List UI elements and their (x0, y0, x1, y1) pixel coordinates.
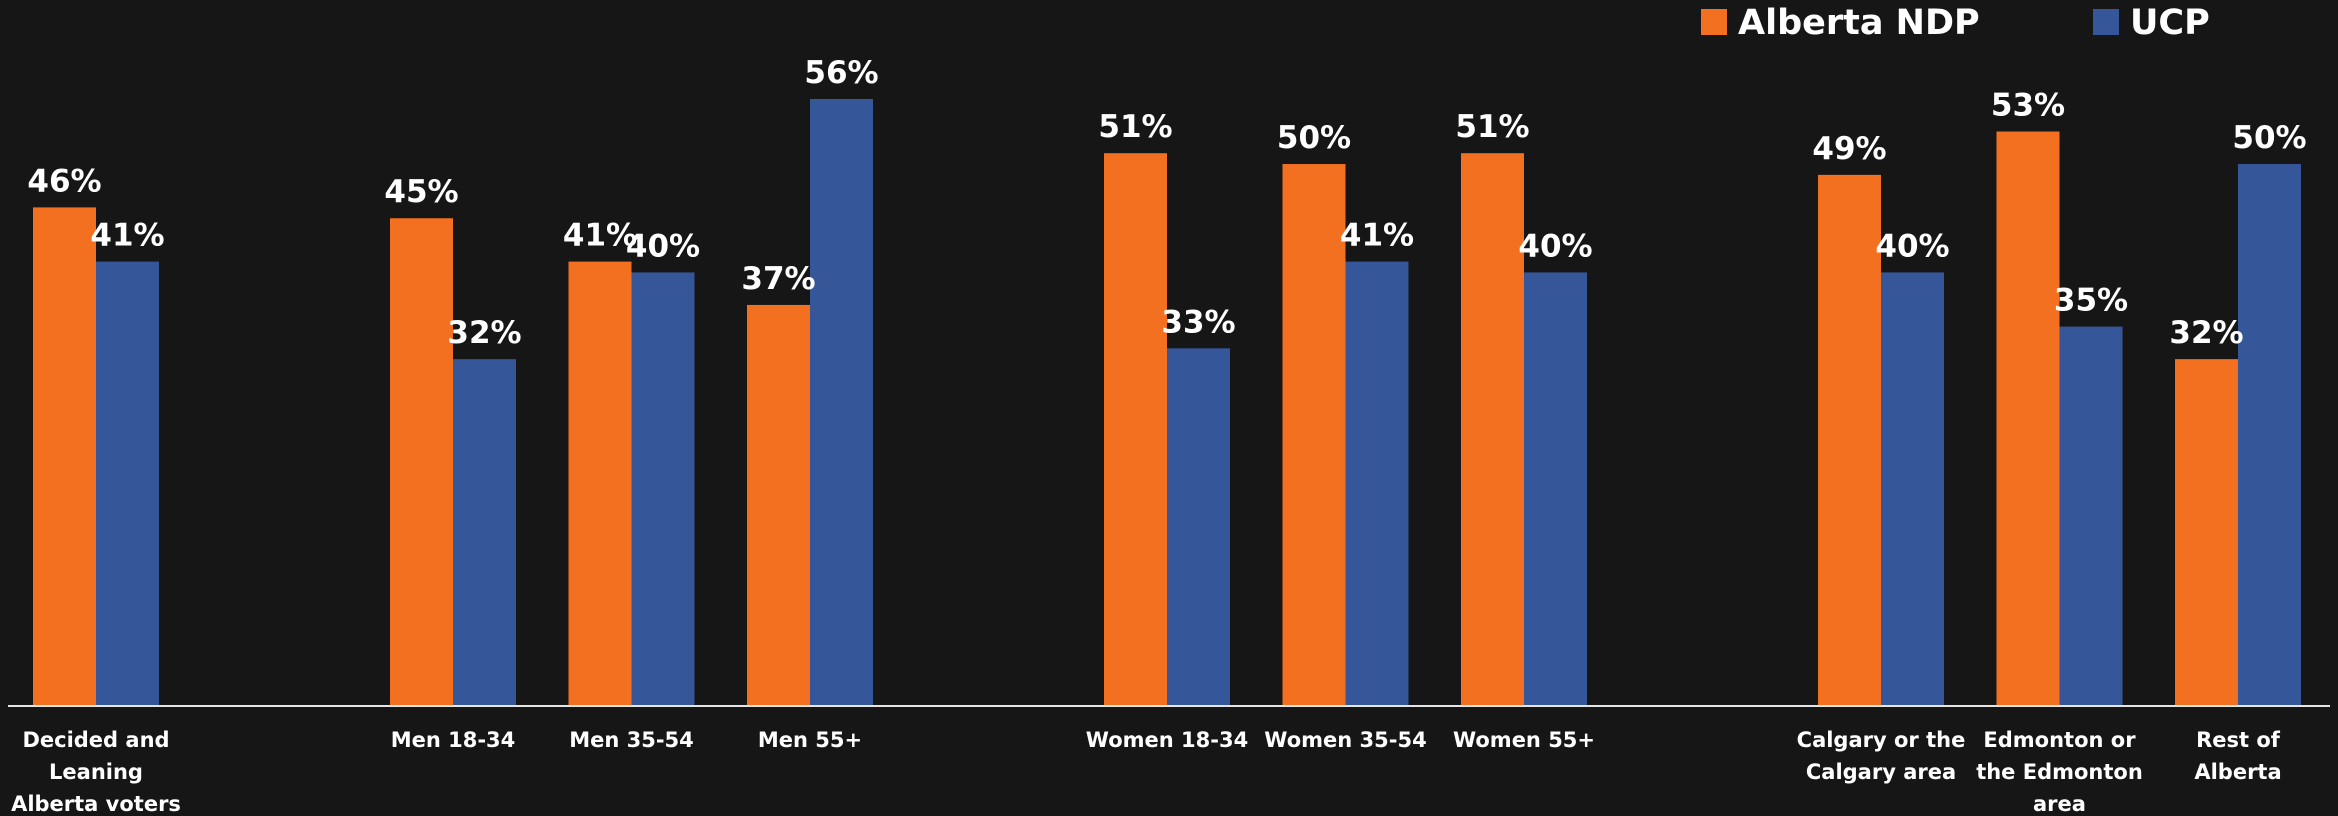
bar-alberta-ndp (33, 207, 96, 706)
bar-alberta-ndp (1104, 153, 1167, 707)
legend-label-alberta-ndp: Alberta NDP (1738, 3, 1980, 43)
bar-ucp (1524, 272, 1587, 706)
category-label: Men 55+ (758, 728, 862, 752)
bar-alberta-ndp (1461, 153, 1524, 707)
value-label-alberta-ndp: 51% (1455, 109, 1529, 145)
value-label-ucp: 50% (2232, 120, 2306, 156)
bar-alberta-ndp (390, 218, 453, 706)
bar-ucp (1345, 261, 1409, 706)
value-label-ucp: 40% (1875, 228, 1949, 264)
legend-label-ucp: UCP (2130, 3, 2210, 43)
bar-alberta-ndp (1282, 164, 1346, 707)
value-label-ucp: 40% (626, 228, 700, 264)
category-label: Rest of Alberta (2194, 728, 2281, 784)
bar-ucp (1167, 348, 1230, 706)
value-label-ucp: 41% (90, 218, 164, 254)
bar-ucp (810, 99, 873, 706)
bar-ucp (96, 261, 159, 706)
value-label-alberta-ndp: 32% (2169, 315, 2243, 351)
value-label-ucp: 32% (447, 315, 521, 351)
bar-ucp (2238, 164, 2301, 707)
category-label: Women 18-34 (1086, 728, 1248, 752)
value-label-alberta-ndp: 41% (563, 218, 637, 254)
value-label-ucp: 40% (1518, 228, 1592, 264)
category-label: Calgary or the Calgary area (1797, 728, 1966, 784)
category-label: Men 35-54 (569, 728, 694, 752)
value-label-alberta-ndp: 53% (1991, 88, 2065, 124)
value-label-alberta-ndp: 49% (1812, 131, 1886, 167)
bar-alberta-ndp (2175, 359, 2238, 706)
value-label-ucp: 35% (2054, 283, 2128, 319)
value-label-alberta-ndp: 45% (384, 174, 458, 210)
category-label: Men 18-34 (391, 728, 516, 752)
legend-swatch-ucp (2093, 9, 2119, 35)
category-label: Edmonton or the Edmonton area (1976, 728, 2143, 816)
legend-swatch-alberta-ndp (1701, 9, 1727, 35)
bar-ucp (453, 359, 516, 706)
value-label-alberta-ndp: 46% (27, 163, 101, 199)
bar-ucp (1881, 272, 1944, 706)
value-labels: 46%41%45%32%41%40%37%56%51%33%50%41%51%4… (27, 55, 2306, 351)
category-label: Women 55+ (1453, 728, 1595, 752)
value-label-ucp: 33% (1161, 304, 1235, 340)
bar-alberta-ndp (747, 304, 810, 706)
bar-alberta-ndp (568, 261, 632, 706)
value-label-ucp: 41% (1340, 218, 1414, 254)
value-label-alberta-ndp: 50% (1277, 120, 1351, 156)
bar-alberta-ndp (1996, 131, 2060, 707)
legend: Alberta NDP UCP (1701, 3, 2210, 43)
bar-ucp (631, 272, 695, 706)
value-label-alberta-ndp: 37% (741, 261, 815, 297)
value-label-ucp: 56% (804, 55, 878, 91)
value-label-alberta-ndp: 51% (1098, 109, 1172, 145)
category-label: Women 35-54 (1264, 728, 1426, 752)
bar-ucp (2059, 326, 2123, 706)
bars (33, 99, 2301, 707)
bar-alberta-ndp (1818, 174, 1881, 706)
